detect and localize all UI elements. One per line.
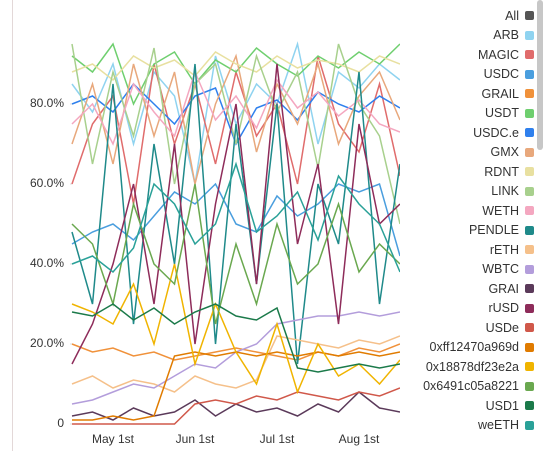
- legend-label: rUSD: [488, 301, 519, 316]
- legend-swatch: [525, 225, 534, 235]
- legend-item[interactable]: RDNT: [400, 162, 534, 182]
- legend-label: WETH: [482, 203, 519, 218]
- series-line: [71, 263, 400, 395]
- series-line: [71, 183, 400, 325]
- legend-label: 0x6491c05a8221: [423, 379, 519, 394]
- legend: All ARB MAGIC USDC GRAIL USDT USDC.e GMX RDNT LIN…: [400, 6, 534, 430]
- legend-item[interactable]: LINK: [400, 182, 534, 202]
- legend-item[interactable]: USD1: [400, 396, 534, 416]
- series-line: [71, 63, 400, 365]
- legend-item[interactable]: GRAI: [400, 279, 534, 299]
- legend-swatch: [525, 30, 534, 40]
- x-tick-label: May 1st: [92, 432, 135, 446]
- legend-swatch: [525, 245, 534, 255]
- legend-label: ARB: [493, 28, 519, 43]
- legend-item[interactable]: weETH: [400, 416, 534, 430]
- y-tick-label: 40.0%: [30, 256, 64, 270]
- legend-label: LINK: [491, 184, 519, 199]
- legend-item[interactable]: MAGIC: [400, 45, 534, 65]
- series-line: [71, 335, 400, 393]
- legend-swatch: [525, 11, 534, 21]
- legend-label: weETH: [478, 418, 519, 430]
- legend-label: GRAIL: [481, 86, 519, 101]
- y-tick-label: 60.0%: [30, 176, 64, 190]
- y-tick-label: 80.0%: [30, 96, 64, 110]
- legend-swatch: [525, 264, 534, 274]
- x-tick-label: Jul 1st: [260, 432, 295, 446]
- legend-label: WBTC: [482, 262, 519, 277]
- legend-label: USD1: [485, 398, 519, 413]
- legend-item[interactable]: PENDLE: [400, 221, 534, 241]
- legend-item[interactable]: USDC: [400, 65, 534, 85]
- legend-label: USDT: [484, 106, 519, 121]
- series-line: [71, 69, 400, 146]
- legend-label: 0xff12470a969d: [429, 340, 519, 355]
- legend-swatch: [525, 420, 534, 430]
- series-line: [71, 343, 400, 361]
- legend-item[interactable]: 0x6491c05a8221: [400, 377, 534, 397]
- legend-label: USDC: [483, 67, 519, 82]
- legend-item[interactable]: USDT: [400, 104, 534, 124]
- legend-label: USDe: [485, 320, 519, 335]
- legend-swatch: [525, 362, 534, 372]
- legend-swatch: [525, 147, 534, 157]
- legend-swatch: [525, 128, 534, 138]
- legend-swatch: [525, 89, 534, 99]
- legend-swatch: [525, 323, 534, 333]
- legend-label: 0x18878df23e2a: [425, 359, 519, 374]
- panel-border: [12, 0, 13, 451]
- legend-swatch: [525, 50, 534, 60]
- legend-item[interactable]: 0xff12470a969d: [400, 338, 534, 358]
- legend-swatch: [525, 69, 534, 79]
- legend-swatch: [525, 167, 534, 177]
- x-tick-label: Jun 1st: [176, 432, 215, 446]
- series-line: [71, 43, 400, 225]
- legend-label: MAGIC: [478, 47, 519, 62]
- chart: 0 20.0% 40.0% 60.0% 80.0% May 1st Jun 1st Jul 1…: [30, 41, 400, 446]
- y-tick-label: 0: [57, 416, 64, 430]
- legend-swatch: [525, 206, 534, 216]
- scrollbar[interactable]: [537, 0, 543, 150]
- legend-item[interactable]: USDe: [400, 318, 534, 338]
- legend-label: GRAI: [488, 281, 519, 296]
- legend-item[interactable]: All: [400, 6, 534, 26]
- series-line: [72, 351, 400, 421]
- legend-label: rETH: [489, 242, 519, 257]
- legend-item[interactable]: ARB: [400, 26, 534, 46]
- legend-label: RDNT: [484, 164, 519, 179]
- legend-label: PENDLE: [468, 223, 519, 238]
- legend-swatch: [525, 303, 534, 313]
- legend-label: USDC.e: [473, 125, 519, 140]
- legend-swatch: [525, 108, 534, 118]
- series-line: [71, 161, 400, 274]
- legend-item[interactable]: 0x18878df23e2a: [400, 357, 534, 377]
- legend-swatch: [525, 342, 534, 352]
- series-line: [72, 387, 400, 425]
- legend-label: GMX: [490, 145, 519, 160]
- legend-item[interactable]: rUSD: [400, 299, 534, 319]
- legend-swatch: [525, 381, 534, 391]
- legend-item[interactable]: rETH: [400, 240, 534, 260]
- y-tick-label: 20.0%: [30, 336, 64, 350]
- series-line: [71, 391, 400, 421]
- legend-item[interactable]: WETH: [400, 201, 534, 221]
- series-line: [71, 63, 400, 365]
- legend-item[interactable]: WBTC: [400, 260, 534, 280]
- legend-swatch: [525, 186, 534, 196]
- series-line: [71, 51, 400, 82]
- series-line: [71, 303, 400, 373]
- legend-item[interactable]: GMX: [400, 143, 534, 163]
- x-tick-label: Aug 1st: [339, 432, 380, 446]
- series-line: [71, 53, 400, 185]
- legend-label: All: [505, 8, 519, 23]
- legend-swatch: [525, 401, 534, 411]
- legend-item[interactable]: USDC.e: [400, 123, 534, 143]
- legend-item[interactable]: GRAIL: [400, 84, 534, 104]
- legend-swatch: [525, 284, 534, 294]
- series-line: [71, 311, 400, 405]
